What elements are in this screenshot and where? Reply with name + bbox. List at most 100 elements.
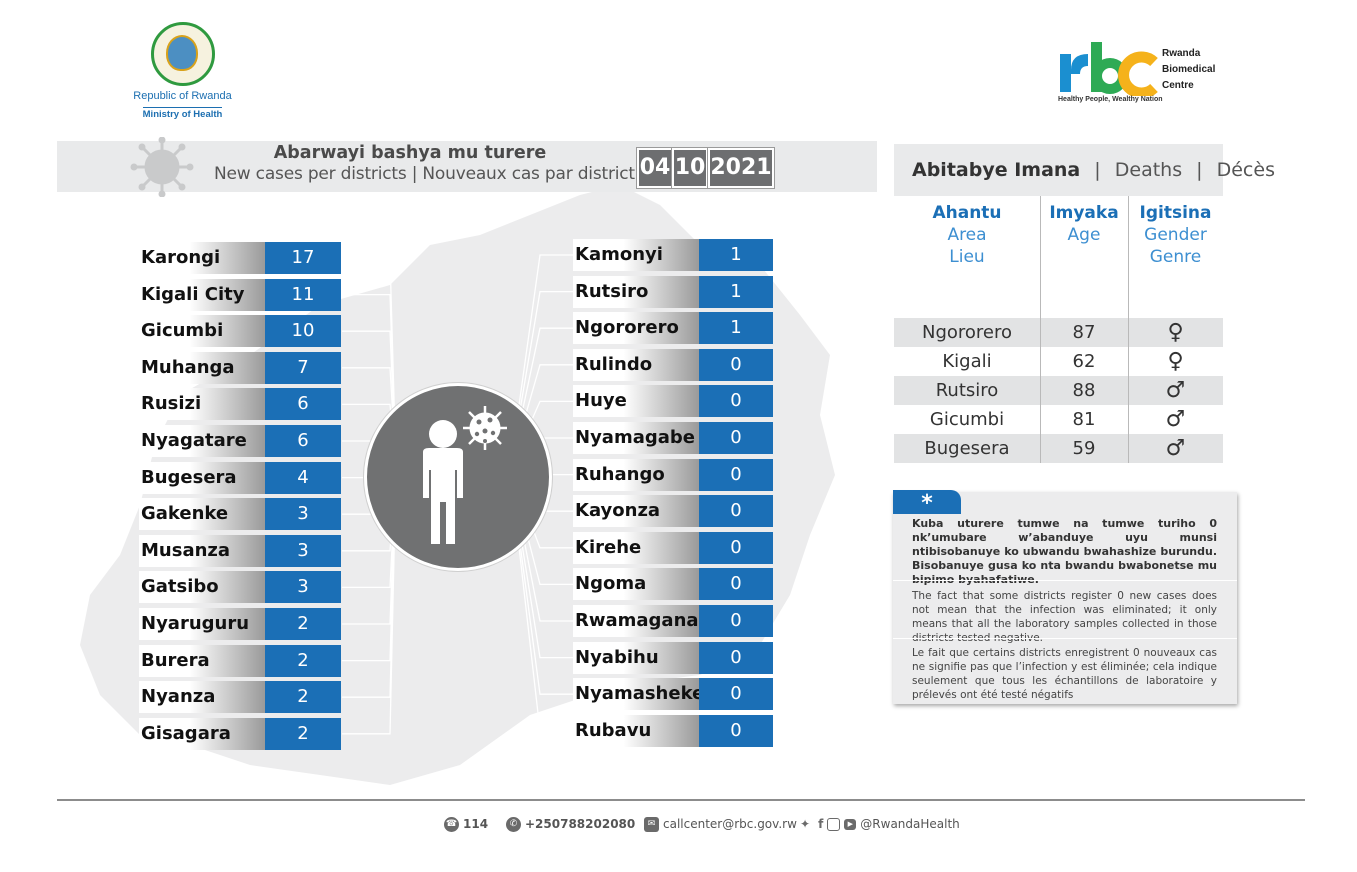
deaths-title-fr: Décès xyxy=(1216,159,1275,181)
column-area-rw: Ahantu xyxy=(932,203,1002,223)
district-cases: 0 xyxy=(699,495,773,527)
column-area-header: Ahantu Area Lieu xyxy=(894,196,1040,318)
district-cases: 4 xyxy=(265,462,341,494)
district-cases: 17 xyxy=(265,242,341,274)
death-age: 87 xyxy=(1072,322,1096,343)
district-cases: 2 xyxy=(265,718,341,750)
moh-ministry-text: Ministry of Health xyxy=(142,107,223,120)
death-area: Kigali xyxy=(942,351,992,372)
rbc-tagline: Healthy People, Wealthy Nation xyxy=(1058,96,1163,103)
instagram-icon xyxy=(827,817,841,831)
district-name: Nyabihu xyxy=(573,642,699,674)
male-icon: ♂ xyxy=(1165,436,1186,461)
district-name: Muhanga xyxy=(139,352,265,384)
column-gender-header: Igitsina Gender Genre xyxy=(1128,196,1223,318)
email-address: callcenter@rbc.gov.rw xyxy=(663,817,797,831)
death-age: 62 xyxy=(1072,351,1096,372)
district-name: Karongi xyxy=(139,242,265,274)
note-box: * Kuba uturere tumwe na tumwe turiho 0 n… xyxy=(893,490,1237,704)
deaths-rows: Ngororero 87 ♀ Kigali 62 ♀ Rutsiro 88 ♂ Gicumbi 81… xyxy=(894,318,1223,463)
rbc-name-line2: Biomedical xyxy=(1162,64,1216,75)
district-name: Bugesera xyxy=(139,462,265,494)
district-cases: 2 xyxy=(265,608,341,640)
footer-whatsapp[interactable]: ✆ +250788202080 xyxy=(506,814,635,834)
rbc-letters-icon xyxy=(1060,42,1158,96)
district-cases: 3 xyxy=(265,571,341,603)
district-cases: 0 xyxy=(699,715,773,747)
district-cases: 0 xyxy=(699,422,773,454)
district-name: Kirehe xyxy=(573,532,699,564)
district-cases: 0 xyxy=(699,568,773,600)
district-name: Gisagara xyxy=(139,718,265,750)
hotline-number: 114 xyxy=(463,817,489,831)
district-name: Nyagatare xyxy=(139,425,265,457)
column-age-en: Age xyxy=(1067,225,1101,245)
column-age-header: Imyaka Age xyxy=(1040,196,1128,318)
district-cases: 6 xyxy=(265,388,341,420)
death-age: 88 xyxy=(1072,380,1096,401)
death-area: Bugesera xyxy=(924,438,1010,459)
district-name: Nyanza xyxy=(139,681,265,713)
youtube-icon: ▶ xyxy=(844,818,857,830)
date-day: 04 xyxy=(637,148,673,188)
death-age: 81 xyxy=(1072,409,1096,430)
death-age: 59 xyxy=(1072,438,1096,459)
death-row: Ngororero 87 ♀ xyxy=(894,318,1223,347)
district-name: Nyaruguru xyxy=(139,608,265,640)
district-name: Gicumbi xyxy=(139,315,265,347)
rbc-logo: Rwanda Biomedical Centre Healthy People,… xyxy=(1058,40,1238,110)
footer-social[interactable]: ✦ f ▶ @RwandaHealth xyxy=(800,814,960,834)
deaths-title-rw: Abitabye Imana xyxy=(912,159,1081,181)
district-name: Rutsiro xyxy=(573,276,699,308)
note-french: Le fait que certains districts enregistr… xyxy=(912,647,1217,701)
date-year: 2021 xyxy=(708,148,774,188)
district-name: Huye xyxy=(573,385,699,417)
person-icon xyxy=(423,406,507,544)
district-name: Rusizi xyxy=(139,388,265,420)
footer-divider xyxy=(57,799,1305,801)
district-name: Rulindo xyxy=(573,349,699,381)
district-name: Rwamagana xyxy=(573,605,699,637)
district-name: Nyamasheke xyxy=(573,678,704,710)
column-gender-fr: Genre xyxy=(1149,247,1202,267)
district-cases: 11 xyxy=(265,279,341,311)
district-name: Ngororero xyxy=(573,312,699,344)
deaths-title-en: Deaths xyxy=(1114,159,1183,181)
column-age-rw: Imyaka xyxy=(1049,203,1119,223)
title-kinyarwanda: Abarwayi bashya mu turere xyxy=(273,143,547,163)
deaths-separator-1: | xyxy=(1094,159,1101,181)
rwanda-coat-of-arms-icon xyxy=(150,22,215,86)
district-name: Ruhango xyxy=(573,459,699,491)
rbc-name-line1: Rwanda xyxy=(1162,48,1201,59)
column-gender-rw: Igitsina xyxy=(1139,203,1212,223)
district-cases: 0 xyxy=(699,642,773,674)
social-handle: @RwandaHealth xyxy=(860,817,960,831)
death-row: Bugesera 59 ♂ xyxy=(894,434,1223,463)
virus-small-icon xyxy=(463,406,507,450)
death-area: Ngororero xyxy=(921,322,1013,343)
district-name: Ngoma xyxy=(573,568,699,600)
district-cases: 0 xyxy=(699,678,773,710)
whatsapp-icon: ✆ xyxy=(506,816,521,832)
death-row: Rutsiro 88 ♂ xyxy=(894,376,1223,405)
district-name: Musanza xyxy=(139,535,265,567)
title-en-fr: New cases per districts | Nouveaux cas p… xyxy=(214,164,635,184)
district-cases: 2 xyxy=(265,681,341,713)
footer-hotline[interactable]: ☎ 114 xyxy=(444,814,488,834)
facebook-icon: f xyxy=(818,817,824,831)
district-cases: 1 xyxy=(699,312,773,344)
rbc-name-text: Rwanda Biomedical Centre xyxy=(1162,46,1215,94)
district-name: Gakenke xyxy=(139,498,265,530)
female-icon: ♀ xyxy=(1167,320,1184,345)
district-cases: 0 xyxy=(699,605,773,637)
deaths-column-headers: Ahantu Area Lieu Imyaka Age Igitsina Gen… xyxy=(894,196,1223,318)
death-area: Gicumbi xyxy=(929,409,1005,430)
district-name: Kayonza xyxy=(573,495,699,527)
footer-email[interactable]: ✉ callcenter@rbc.gov.rw xyxy=(644,814,797,834)
deaths-header: Abitabye Imana | Deaths | Décès xyxy=(894,144,1275,196)
district-cases: 0 xyxy=(699,459,773,491)
death-row: Gicumbi 81 ♂ xyxy=(894,405,1223,434)
column-area-en: Area xyxy=(947,225,987,245)
district-cases: 3 xyxy=(265,498,341,530)
deaths-table: Abitabye Imana | Deaths | Décès Ahantu A… xyxy=(894,144,1275,463)
